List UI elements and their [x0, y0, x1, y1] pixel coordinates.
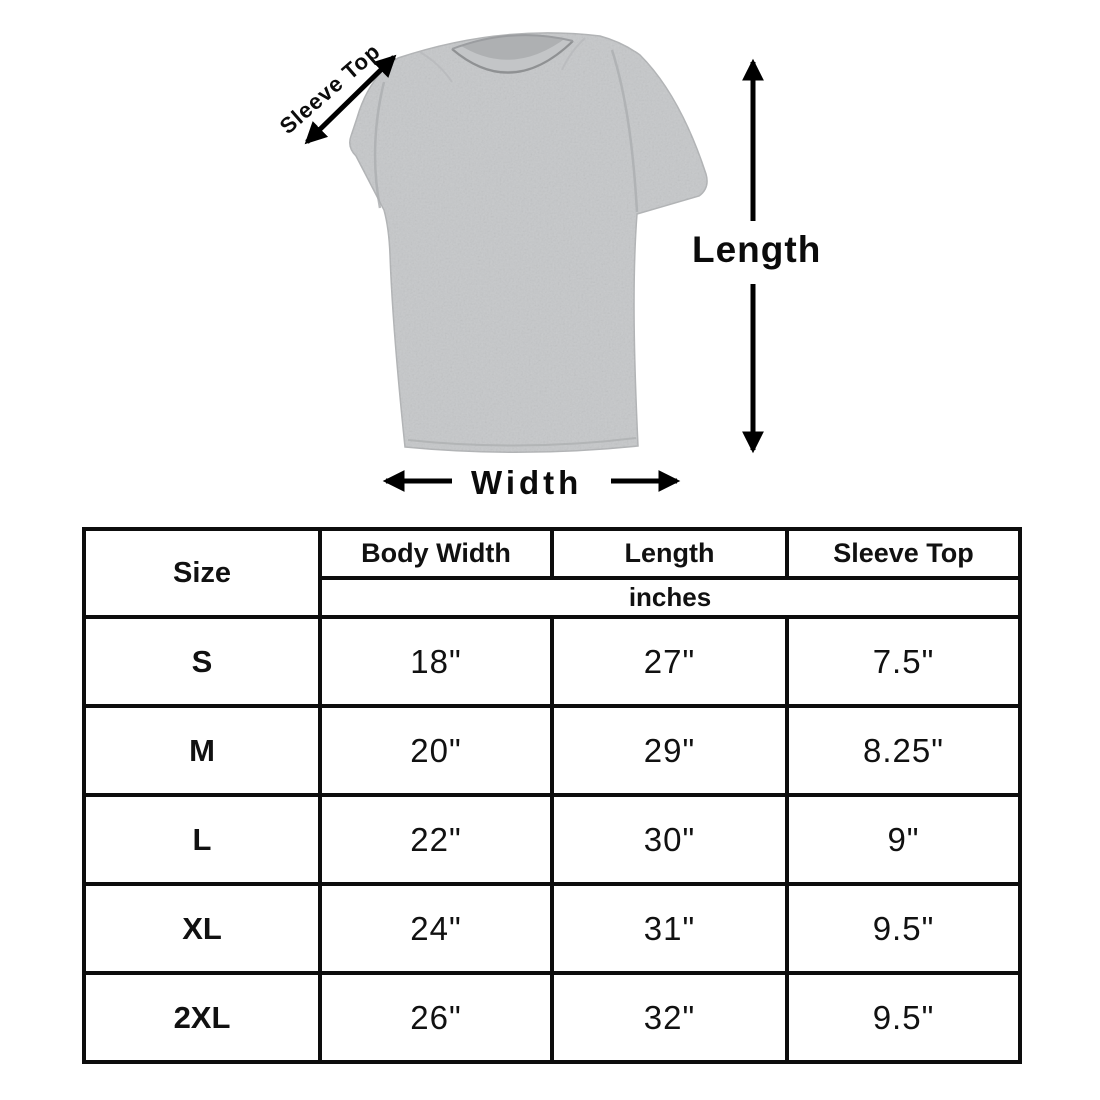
- table-row-xl: XL 24" 31" 9.5": [82, 882, 1022, 975]
- size-cell: XL: [82, 882, 322, 975]
- size-cell: S: [82, 615, 322, 708]
- sleeve-top-cell: 8.25": [785, 704, 1022, 797]
- tshirt-illustration: [349, 32, 708, 453]
- size-column-header: Size: [82, 527, 322, 619]
- size-cell: L: [82, 793, 322, 886]
- length-cell: 31": [550, 882, 789, 975]
- unit-header: inches: [318, 576, 1022, 619]
- size-cell: 2XL: [82, 971, 322, 1064]
- column-header-length: Length: [550, 527, 789, 580]
- tshirt-diagram-graphic: [304, 32, 765, 493]
- table-row-m: M 20" 29" 8.25": [82, 704, 1022, 797]
- sleeve-top-cell: 9.5": [785, 882, 1022, 975]
- size-table: Size Body Width Length Sleeve Top inches…: [82, 527, 1022, 1064]
- body-width-cell: 18": [318, 615, 554, 708]
- column-header-sleeve-top: Sleeve Top: [785, 527, 1022, 580]
- body-width-cell: 24": [318, 882, 554, 975]
- size-cell: M: [82, 704, 322, 797]
- length-cell: 32": [550, 971, 789, 1064]
- sleeve-top-cell: 9.5": [785, 971, 1022, 1064]
- length-cell: 29": [550, 704, 789, 797]
- sleeve-top-arrow: [304, 54, 397, 145]
- column-header-body-width: Body Width: [318, 527, 554, 580]
- length-cell: 27": [550, 615, 789, 708]
- body-width-cell: 26": [318, 971, 554, 1064]
- table-row-l: L 22" 30" 9": [82, 793, 1022, 886]
- sleeve-top-cell: 7.5": [785, 615, 1022, 708]
- sleeve-top-cell: 9": [785, 793, 1022, 886]
- table-row-s: S 18" 27" 7.5": [82, 615, 1022, 708]
- length-cell: 30": [550, 793, 789, 886]
- body-width-cell: 22": [318, 793, 554, 886]
- width-label: Width: [471, 464, 583, 501]
- length-label: Length: [692, 229, 822, 270]
- body-width-cell: 20": [318, 704, 554, 797]
- table-row-2xl: 2XL 26" 32" 9.5": [82, 971, 1022, 1064]
